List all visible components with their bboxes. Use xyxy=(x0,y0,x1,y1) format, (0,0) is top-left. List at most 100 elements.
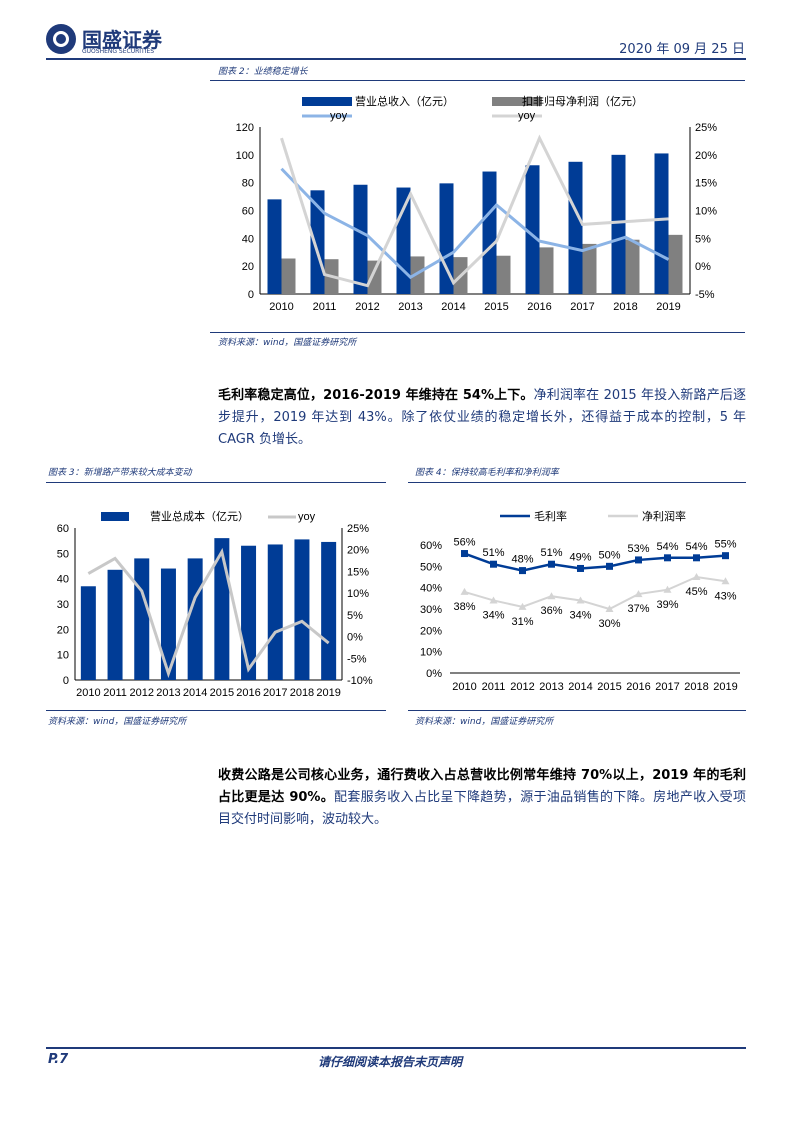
y2-tick-label: 0% xyxy=(347,632,363,644)
bar xyxy=(267,544,283,680)
footer-disclaimer: 请仔细阅读本报告末页声明 xyxy=(318,1055,463,1069)
x-tick-label: 2010 xyxy=(76,687,100,699)
paragraph-2: 收费公路是公司核心业务，通行费收入占总营收比例常年维持 70%以上，2019 年… xyxy=(218,765,746,831)
y-tick-label: 40 xyxy=(242,233,254,245)
paragraph-1: 毛利率稳定高位，2016-2019 年维持在 54%上下。净利润率在 2015 … xyxy=(218,385,746,451)
bar xyxy=(160,568,176,680)
x-tick-label: 2011 xyxy=(313,301,337,313)
bar xyxy=(582,243,597,294)
legend-swatch xyxy=(101,512,129,521)
legend-label: 扣非归母净利润（亿元） xyxy=(522,94,643,108)
bar xyxy=(668,234,683,294)
bar xyxy=(496,255,511,294)
bar xyxy=(134,558,150,680)
y2-tick-label: 15% xyxy=(347,566,369,578)
x-tick-label: 2019 xyxy=(713,681,737,693)
data-label: 50% xyxy=(598,549,620,561)
para2-bold: 收费公路是公司核心业务，通行费收入占总营收比例常年维持 70%以上，2019 年… xyxy=(218,768,746,805)
legend-label: yoy xyxy=(298,511,316,523)
bar xyxy=(654,153,669,294)
marker xyxy=(460,587,469,595)
x-tick-label: 2016 xyxy=(626,681,650,693)
marker xyxy=(722,552,729,560)
yoy-line xyxy=(280,167,670,280)
marker xyxy=(547,592,556,600)
x-tick-label: 2011 xyxy=(103,687,127,699)
y-tick-label: 120 xyxy=(236,122,254,134)
chart-cost: 0 10 20 30 40 50 60 -10% -5% 0% 5% 10% 15% 20% 25% 2010… xyxy=(57,509,373,699)
marker xyxy=(490,560,497,568)
para2-text: 配套服务收入占比呈下降趋势，源于油品销售的下降。房地产收入受项目交付时间影响，波… xyxy=(218,790,746,827)
data-label: 34% xyxy=(569,609,591,621)
y-tick-label: 40% xyxy=(420,583,442,595)
data-label: 31% xyxy=(511,616,533,628)
fig2-bottom-rule xyxy=(210,332,745,333)
fig3-rule xyxy=(46,482,386,483)
data-label: 51% xyxy=(482,547,504,559)
x-tick-label: 2017 xyxy=(570,301,594,313)
data-label: 39% xyxy=(656,599,678,611)
y-tick-label: 40 xyxy=(57,574,69,586)
x-tick-label: 2019 xyxy=(316,687,340,699)
fig4-source: 资料来源：wind，国盛证券研究所 xyxy=(415,717,554,727)
bar xyxy=(80,586,96,680)
x-tick-label: 2014 xyxy=(568,681,592,693)
marker xyxy=(634,590,643,598)
fig4-bottom-rule xyxy=(408,710,746,711)
x-tick-label: 2017 xyxy=(655,681,679,693)
x-tick-label: 2015 xyxy=(210,687,234,699)
fig4-rule xyxy=(408,482,746,483)
bar xyxy=(439,183,454,294)
y-tick-label: 50% xyxy=(420,561,442,573)
marker xyxy=(489,596,498,604)
y-tick-label: 80 xyxy=(242,178,254,190)
fig3-caption: 图表 3：新增路产带来较大成本变动 xyxy=(48,468,192,478)
x-tick-label: 2018 xyxy=(684,681,708,693)
bar xyxy=(267,199,282,294)
para1-bold: 毛利率稳定高位，2016-2019 年维持在 54%上下。 xyxy=(218,388,534,403)
footer-rule xyxy=(46,1047,746,1049)
bar xyxy=(294,539,310,680)
data-label: 36% xyxy=(540,605,562,617)
legend-label: yoy xyxy=(518,110,536,122)
x-tick-label: 2012 xyxy=(130,687,154,699)
y-tick-label: 20 xyxy=(57,624,69,636)
y-tick-label: 0% xyxy=(426,668,442,680)
marker xyxy=(635,556,642,564)
y-tick-label: 60 xyxy=(242,206,254,218)
series-line xyxy=(464,552,726,572)
y2-tick-label: -10% xyxy=(347,675,373,687)
bar xyxy=(321,541,337,680)
legend-swatch xyxy=(492,97,542,106)
legend-label: 净利润率 xyxy=(642,509,686,523)
legend-label: yoy xyxy=(330,110,348,122)
marker xyxy=(664,554,671,562)
x-tick-label: 2010 xyxy=(269,301,293,313)
data-label: 34% xyxy=(482,609,504,621)
x-tick-label: 2017 xyxy=(263,687,287,699)
bar xyxy=(410,256,425,294)
y-tick-label: 0 xyxy=(248,289,254,301)
marker xyxy=(518,602,527,610)
y-tick-label: 30 xyxy=(57,599,69,611)
x-tick-label: 2012 xyxy=(355,301,379,313)
bar xyxy=(396,187,411,294)
x-tick-label: 2012 xyxy=(510,681,534,693)
data-label: 54% xyxy=(685,541,707,553)
data-label: 48% xyxy=(511,554,533,566)
bar xyxy=(625,239,640,294)
y2-tick-label: 25% xyxy=(695,122,717,134)
bar xyxy=(107,569,123,680)
marker xyxy=(548,560,555,568)
bar xyxy=(353,184,368,294)
x-tick-label: 2014 xyxy=(183,687,207,699)
fig2-caption: 图表 2：业绩稳定增长 xyxy=(218,67,308,77)
para1-text: 净利润率在 2015 年投入新路产后逐步提升，2019 年达到 43%。除了依仗… xyxy=(218,388,746,447)
y2-tick-label: 20% xyxy=(695,150,717,162)
data-label: 56% xyxy=(453,537,475,549)
x-tick-label: 2016 xyxy=(527,301,551,313)
bar xyxy=(539,247,554,294)
marker xyxy=(576,596,585,604)
y-tick-label: 100 xyxy=(236,150,254,162)
bar xyxy=(281,258,296,294)
